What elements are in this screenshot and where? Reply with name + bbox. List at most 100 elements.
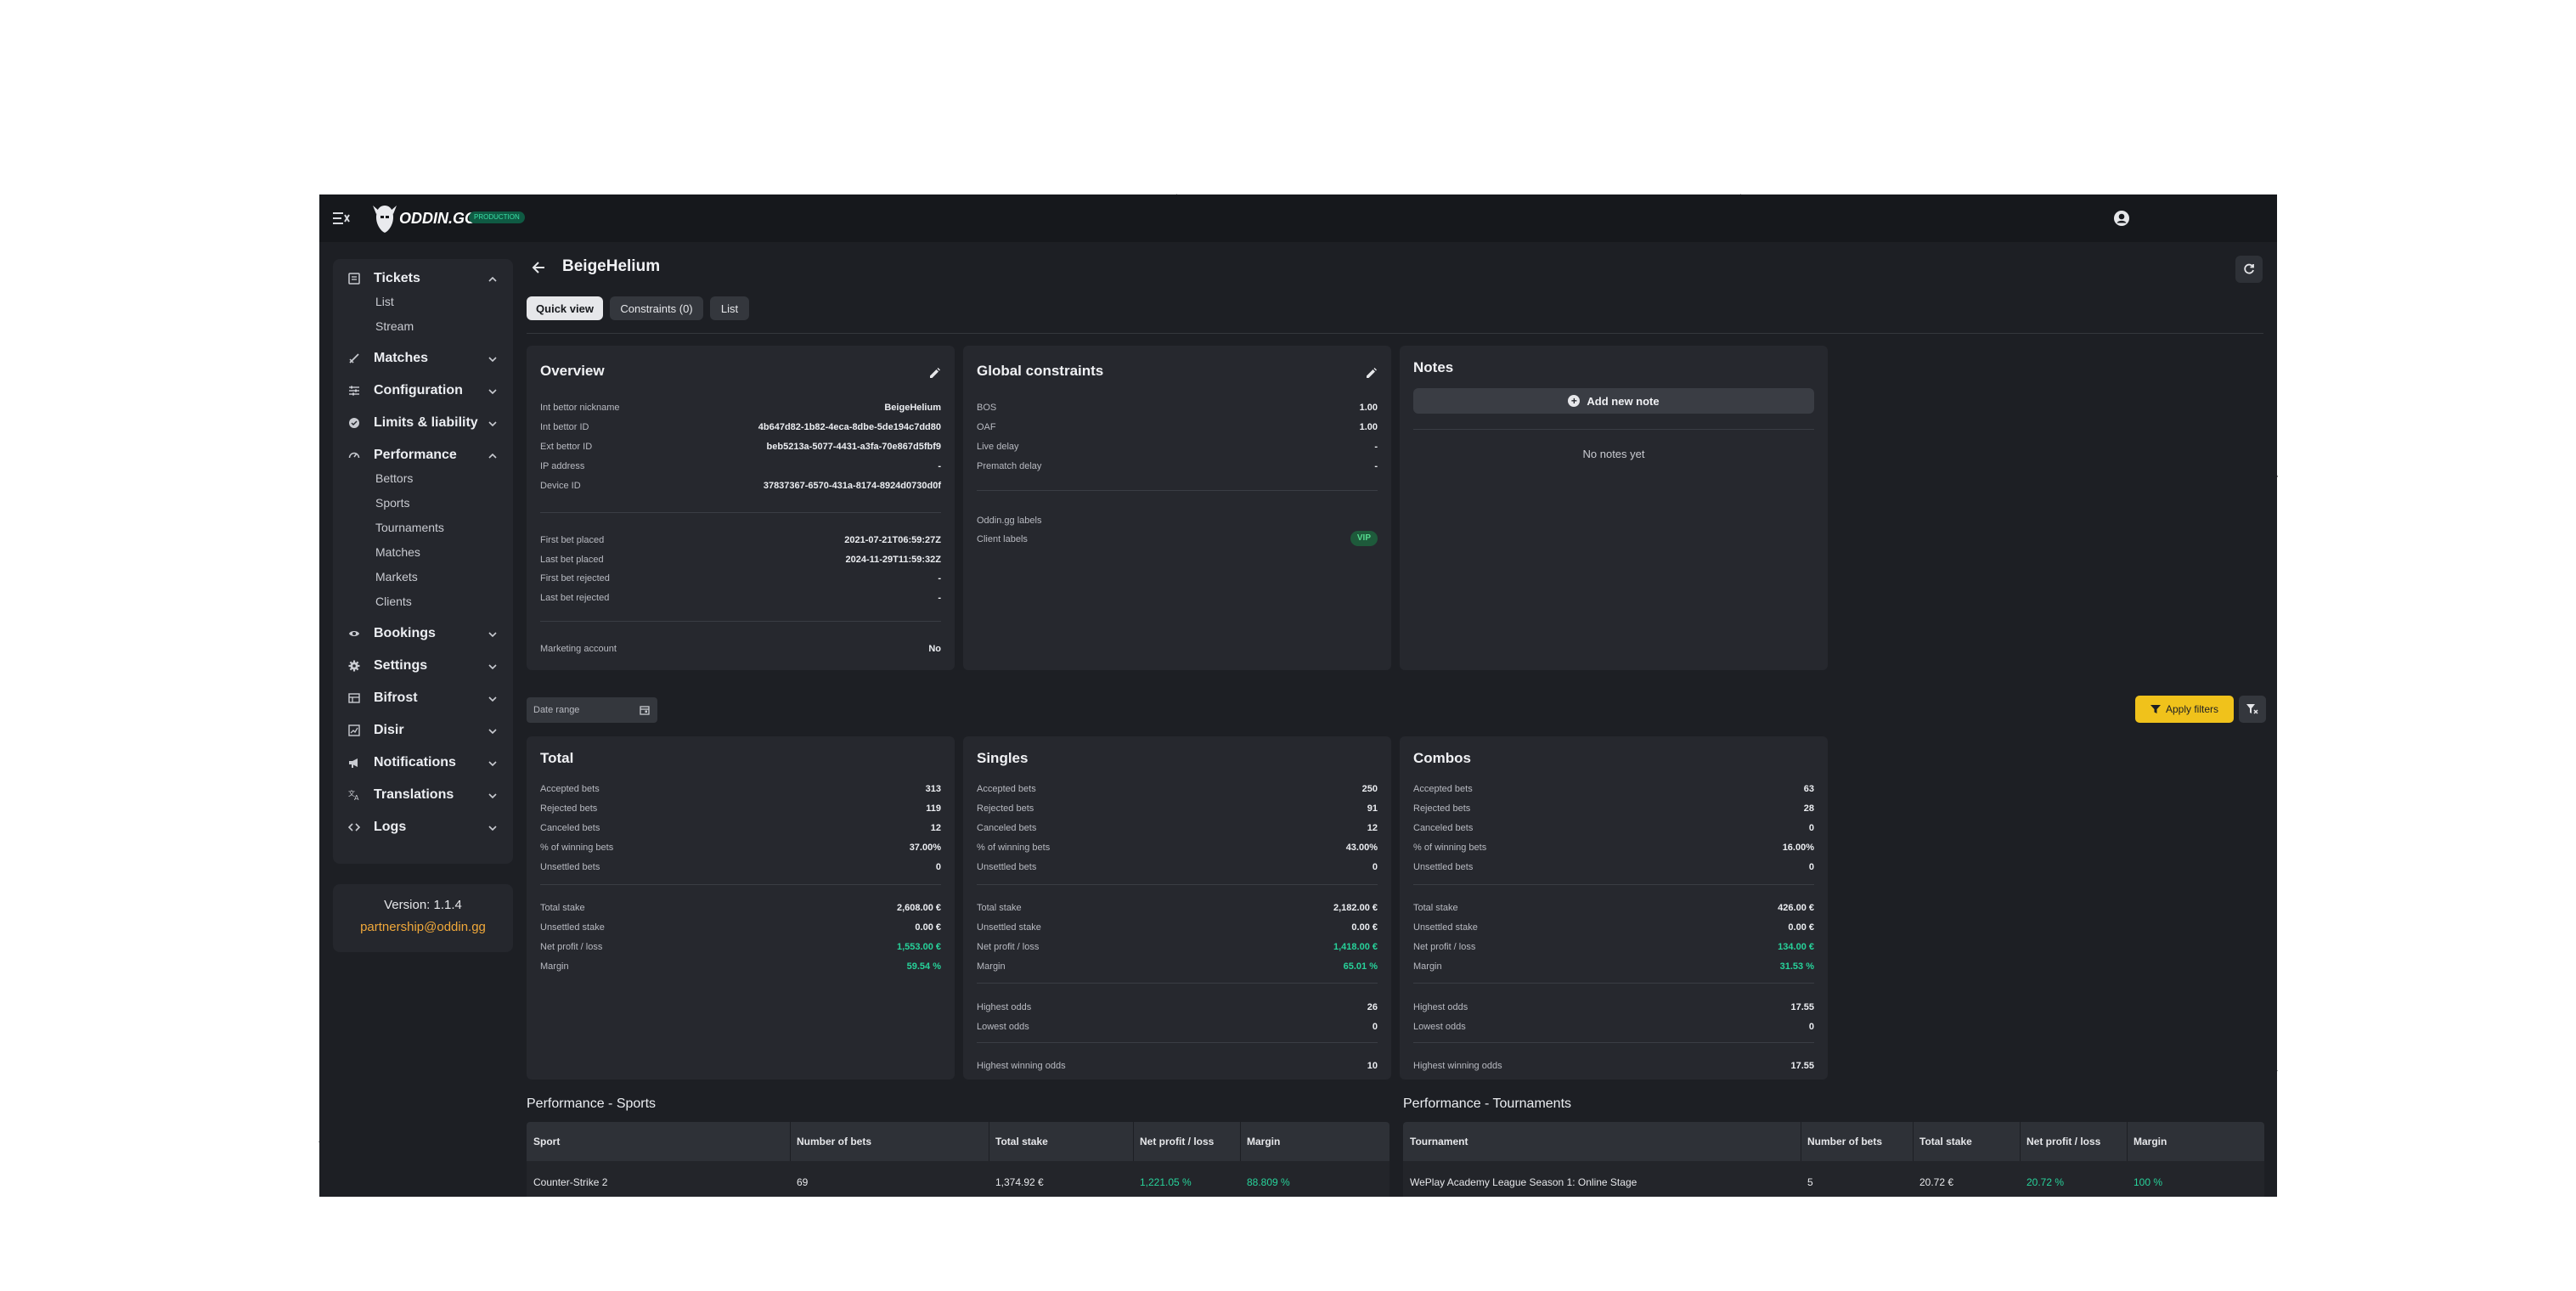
stats-count-row-label: Unsettled bets xyxy=(540,862,600,872)
edit-overview-icon[interactable] xyxy=(927,366,941,380)
stats-count-row-label: Unsettled bets xyxy=(1413,862,1474,872)
overview-row-label: IP address xyxy=(540,461,585,471)
svg-text:文: 文 xyxy=(348,789,355,798)
sidebar-item-matches[interactable]: Matches xyxy=(333,342,513,375)
overview-row-label: Device ID xyxy=(540,481,581,491)
column-header[interactable]: Total stake xyxy=(1919,1136,1972,1147)
calendar-icon[interactable] xyxy=(639,704,651,716)
stats-count-row-label: % of winning bets xyxy=(540,843,614,853)
sidebar-item-label: Disir xyxy=(374,723,404,737)
column-header[interactable]: Sport xyxy=(533,1136,561,1147)
column-header[interactable]: Tournament xyxy=(1410,1136,1468,1147)
contact-email-link[interactable]: partnership@oddin.gg xyxy=(360,920,486,934)
highest-winning-value: 10 xyxy=(1367,1061,1378,1071)
clear-filter-icon xyxy=(2246,704,2258,714)
sidebar-item-translations[interactable]: 文 A Translations xyxy=(333,779,513,811)
overview-date-row-label: First bet rejected xyxy=(540,573,610,583)
column-separator xyxy=(1240,1122,1241,1161)
back-arrow-icon[interactable] xyxy=(530,259,547,276)
stats-money-row-value: 59.54 % xyxy=(906,961,941,972)
sidebar-item-bookings[interactable]: Bookings xyxy=(333,617,513,650)
column-header[interactable]: Total stake xyxy=(995,1136,1048,1147)
column-header[interactable]: Net profit / loss xyxy=(1140,1136,1215,1147)
sidebar-item-disir[interactable]: Disir xyxy=(333,714,513,747)
column-header[interactable]: Margin xyxy=(2134,1136,2167,1147)
chevron-down-icon xyxy=(484,417,501,429)
code-icon xyxy=(347,820,362,835)
sidebar-item-tickets[interactable]: Tickets xyxy=(333,262,513,295)
tab-quick-view[interactable]: Quick view xyxy=(527,296,603,320)
notes-card: Notes + Add new note No notes yet xyxy=(1400,346,1828,670)
stats-odds-row-label: Highest odds xyxy=(1413,1002,1468,1012)
sidebar-item-limits-liability[interactable]: Limits & liability xyxy=(333,407,513,439)
chevron-up-icon xyxy=(484,449,501,461)
table-header: Sport Number of bets Total stake Net profit… xyxy=(527,1122,1389,1161)
sidebar-item-label: Tickets xyxy=(374,271,420,285)
stats-count-row-label: % of winning bets xyxy=(1413,843,1487,853)
tab-list[interactable]: List xyxy=(710,296,749,320)
date-range-placeholder: Date range xyxy=(533,705,580,715)
stats-divider xyxy=(1413,1042,1814,1043)
table-cell: 88.809 % xyxy=(1247,1176,1290,1188)
table-row[interactable]: Counter-Strike 2 69 1,374.92 € 1,221.05 % 88… xyxy=(527,1161,1389,1197)
sidebar-item-settings[interactable]: Settings xyxy=(333,650,513,682)
sidebar-item-configuration[interactable]: Configuration xyxy=(333,375,513,407)
stats-money-row-label: Total stake xyxy=(977,903,1022,913)
column-header[interactable]: Number of bets xyxy=(1807,1136,1883,1147)
overview-date-row-value: - xyxy=(938,592,941,603)
refresh-button[interactable] xyxy=(2235,256,2263,283)
user-account-icon[interactable] xyxy=(2111,208,2132,228)
sidebar-subitem-bettors[interactable]: Bettors xyxy=(375,471,414,485)
overview-date-row-value: 2024-11-29T11:59:32Z xyxy=(845,554,941,565)
gear-icon xyxy=(347,658,362,674)
column-header[interactable]: Number of bets xyxy=(797,1136,872,1147)
sidebar-subitem-matches[interactable]: Matches xyxy=(375,545,420,559)
notes-divider xyxy=(1413,429,1814,430)
stats-count-row-value: 12 xyxy=(930,823,941,833)
stats-count-row-label: Accepted bets xyxy=(540,784,600,794)
stats-count-row-value: 37.00% xyxy=(909,843,941,853)
sidebar-subitem-list[interactable]: List xyxy=(375,295,394,308)
environment-badge: PRODUCTION xyxy=(469,211,525,223)
stats-count-row-value: 16.00% xyxy=(1782,843,1814,853)
tab-constraints[interactable]: Constraints (0) xyxy=(610,296,703,320)
sidebar-subitem-clients[interactable]: Clients xyxy=(375,595,412,608)
add-note-button[interactable]: + Add new note xyxy=(1413,388,1814,414)
stats-money-row-label: Net profit / loss xyxy=(977,942,1040,952)
constraint-row-value: 1.00 xyxy=(1359,422,1378,432)
stats-odds-row-label: Lowest odds xyxy=(1413,1022,1466,1032)
sidebar-item-notifications[interactable]: Notifications xyxy=(333,747,513,779)
apply-filters-label: Apply filters xyxy=(2165,703,2219,715)
sidebar-subitem-markets[interactable]: Markets xyxy=(375,570,418,583)
overview-row-label: Ext bettor ID xyxy=(540,442,593,452)
date-range-input[interactable]: Date range xyxy=(527,697,657,723)
stats-count-row-value: 119 xyxy=(926,803,941,814)
sidebar-item-bifrost[interactable]: Bifrost xyxy=(333,682,513,714)
constraint-row-label: Live delay xyxy=(977,442,1019,452)
column-header[interactable]: Margin xyxy=(1247,1136,1281,1147)
sidebar-item-label: Notifications xyxy=(374,755,456,770)
constraint-row-label: BOS xyxy=(977,403,997,413)
sidebar-subitem-sports[interactable]: Sports xyxy=(375,496,410,510)
constraints-divider xyxy=(977,490,1378,491)
overview-row-value: 37837367-6570-431a-8174-8924d0730d0f xyxy=(763,481,941,491)
edit-constraints-icon[interactable] xyxy=(1364,366,1378,380)
sidebar-item-performance[interactable]: Performance xyxy=(333,439,513,471)
sidebar-subitem-stream[interactable]: Stream xyxy=(375,319,414,333)
stats-count-row-value: 313 xyxy=(925,784,941,794)
stats-money-row-label: Net profit / loss xyxy=(540,942,603,952)
column-separator xyxy=(790,1122,791,1161)
menu-collapse-icon[interactable] xyxy=(331,208,352,228)
apply-filters-button[interactable]: Apply filters xyxy=(2135,696,2234,723)
sidebar-subitem-tournaments[interactable]: Tournaments xyxy=(375,521,444,534)
stats-money-row-label: Total stake xyxy=(1413,903,1458,913)
column-header[interactable]: Net profit / loss xyxy=(2026,1136,2101,1147)
stats-divider xyxy=(1413,983,1814,984)
svg-text:A: A xyxy=(354,794,359,801)
sidebar-item-logs[interactable]: Logs xyxy=(333,811,513,843)
constraint-row-label: Prematch delay xyxy=(977,461,1042,471)
table-row[interactable]: WePlay Academy League Season 1: Online S… xyxy=(1403,1161,2264,1197)
clear-filters-button[interactable] xyxy=(2239,696,2266,723)
table-icon xyxy=(347,691,362,706)
stats-odds-row-value: 0 xyxy=(1808,1022,1814,1032)
